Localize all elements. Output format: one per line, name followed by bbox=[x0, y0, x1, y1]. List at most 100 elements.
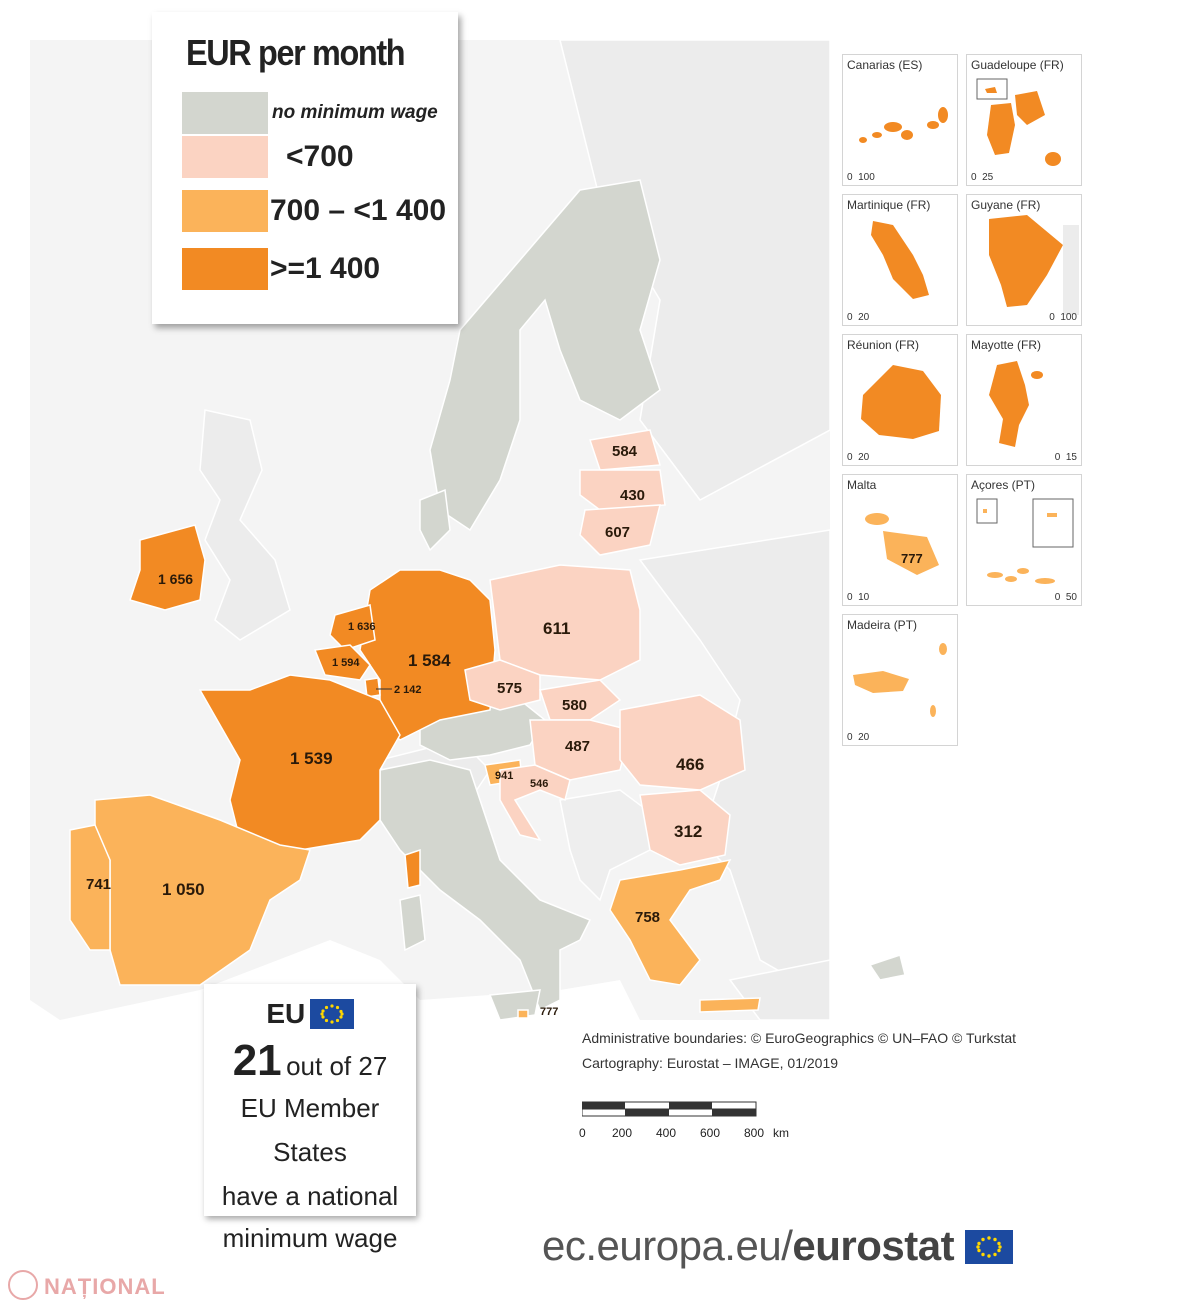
madeira-shape bbox=[853, 643, 947, 717]
legend-swatch bbox=[182, 92, 268, 134]
scale-label-600: 600 bbox=[700, 1126, 721, 1140]
denmark bbox=[419, 488, 451, 552]
inset-scale: 0 20 bbox=[847, 452, 870, 463]
eu-flag-icon bbox=[309, 999, 354, 1029]
credits-cartography: Cartography: Eurostat – IMAGE, 01/2019 bbox=[582, 1055, 839, 1071]
scale-label-400: 400 bbox=[656, 1126, 677, 1140]
eu-line-4: minimum wage bbox=[222, 1223, 398, 1253]
value-lithuania: 607 bbox=[605, 524, 630, 541]
country-value-labels: 1 656 1 636 1 594 2 142 1 584 1 539 1 05… bbox=[86, 443, 704, 1018]
legend-swatch bbox=[182, 136, 268, 178]
slovakia bbox=[539, 679, 622, 721]
value-greece: 758 bbox=[635, 909, 660, 926]
value-netherlands: 1 636 bbox=[348, 621, 376, 633]
value-portugal: 741 bbox=[86, 876, 111, 893]
inset-scale: 0 100 bbox=[847, 172, 875, 183]
eu-line-2: EU Member States bbox=[240, 1093, 380, 1167]
malta-shape: 777 bbox=[865, 513, 939, 575]
low-wage-countries bbox=[464, 429, 746, 866]
inset-title: Guadeloupe (FR) bbox=[971, 58, 1064, 72]
inset-title: Guyane (FR) bbox=[971, 198, 1041, 212]
value-hungary: 487 bbox=[565, 738, 590, 755]
value-ireland: 1 656 bbox=[158, 571, 193, 587]
scale-bar bbox=[582, 1101, 757, 1117]
legend-item-low: <700 bbox=[182, 136, 452, 178]
legend-swatch bbox=[182, 248, 268, 290]
inset-title: Mayotte (FR) bbox=[971, 338, 1042, 352]
lithuania bbox=[579, 504, 661, 556]
scale-label-800: 800 bbox=[744, 1126, 765, 1140]
inset-reunion: Réunion (FR) 0 20 bbox=[842, 334, 958, 466]
value-slovenia: 941 bbox=[495, 770, 513, 782]
inset-guyane: Guyane (FR) 0 100 bbox=[966, 194, 1082, 326]
martinique-shape bbox=[871, 221, 929, 299]
france bbox=[198, 674, 401, 851]
czechia bbox=[464, 659, 541, 711]
high-wage-countries bbox=[129, 524, 496, 889]
greece bbox=[609, 858, 732, 986]
scale-label-200: 200 bbox=[612, 1126, 633, 1140]
scale-unit: km bbox=[773, 1126, 789, 1140]
eu-count: 21 bbox=[232, 1036, 282, 1085]
value-malta-inset: 777 bbox=[901, 551, 923, 566]
inset-scale: 0 50 bbox=[1054, 592, 1077, 603]
mayotte-shape bbox=[989, 361, 1043, 447]
credits-boundaries: Administrative boundaries: © EuroGeograp… bbox=[582, 1030, 1017, 1046]
url-prefix: ec.europa.eu/ bbox=[542, 1222, 793, 1269]
legend-label: 700 – <1 400 bbox=[270, 194, 447, 227]
inset-guadeloupe: Guadeloupe (FR) 0 25 bbox=[966, 54, 1082, 186]
legend-item-mid: 700 – <1 400 bbox=[182, 190, 452, 232]
eu-label-row: EU bbox=[204, 998, 416, 1032]
inset-title: Açores (PT) bbox=[971, 478, 1036, 492]
netherlands bbox=[329, 604, 376, 651]
value-malta: 777 bbox=[540, 1006, 558, 1018]
poland bbox=[489, 564, 641, 681]
value-slovakia: 580 bbox=[562, 697, 587, 714]
inset-title: Madeira (PT) bbox=[847, 618, 918, 632]
inset-scale: 0 15 bbox=[1054, 452, 1077, 463]
value-poland: 611 bbox=[543, 619, 570, 638]
watermark-logo-icon bbox=[8, 1270, 38, 1300]
cyprus bbox=[868, 954, 906, 981]
watermark: NAȚIONAL bbox=[8, 1270, 166, 1300]
inset-scale: 0 20 bbox=[847, 312, 870, 323]
legend-label: <700 bbox=[286, 140, 354, 173]
malta-main bbox=[517, 1009, 529, 1019]
legend-item-no-minimum-wage: no minimum wage bbox=[182, 92, 452, 134]
crete bbox=[699, 997, 761, 1013]
legend-swatch bbox=[182, 190, 268, 232]
inset-title: Réunion (FR) bbox=[847, 338, 920, 352]
eu-count-suffix: out of 27 bbox=[286, 1051, 388, 1081]
canarias-shape bbox=[859, 107, 948, 143]
inset-malta: 777 Malta 0 10 bbox=[842, 474, 958, 606]
legend-label: no minimum wage bbox=[272, 102, 438, 123]
inset-martinique: Martinique (FR) 0 20 bbox=[842, 194, 958, 326]
inset-madeira: Madeira (PT) 0 20 bbox=[842, 614, 958, 746]
value-luxembourg: 2 142 bbox=[394, 684, 422, 696]
inset-mayotte: Mayotte (FR) 0 15 bbox=[966, 334, 1082, 466]
value-belgium: 1 594 bbox=[332, 657, 360, 669]
corsica bbox=[404, 848, 421, 889]
inset-title: Canarias (ES) bbox=[847, 58, 923, 72]
value-france: 1 539 bbox=[290, 749, 333, 768]
guyane-shape bbox=[989, 215, 1079, 315]
inset-title: Martinique (FR) bbox=[847, 198, 931, 212]
italy bbox=[379, 759, 592, 1012]
eurostat-url[interactable]: ec.europa.eu/eurostat bbox=[542, 1222, 1014, 1270]
value-estonia: 584 bbox=[612, 443, 638, 460]
bulgaria bbox=[639, 789, 731, 866]
romania bbox=[619, 694, 746, 791]
legend: EUR per month no minimum wage <700 700 –… bbox=[152, 12, 458, 324]
eu-line-3: have a national bbox=[221, 1181, 399, 1211]
luxembourg bbox=[364, 677, 381, 698]
value-spain: 1 050 bbox=[162, 880, 205, 899]
portugal bbox=[69, 824, 111, 951]
eu-count-row: 21 out of 27 bbox=[204, 1036, 416, 1086]
value-romania: 466 bbox=[676, 755, 704, 774]
value-germany: 1 584 bbox=[408, 651, 451, 670]
legend-title: EUR per month bbox=[186, 32, 406, 73]
belgium bbox=[313, 644, 371, 681]
inset-acores: Açores (PT) 0 50 bbox=[966, 474, 1082, 606]
value-croatia: 546 bbox=[530, 778, 548, 790]
eu-flag-icon bbox=[965, 1230, 1014, 1264]
